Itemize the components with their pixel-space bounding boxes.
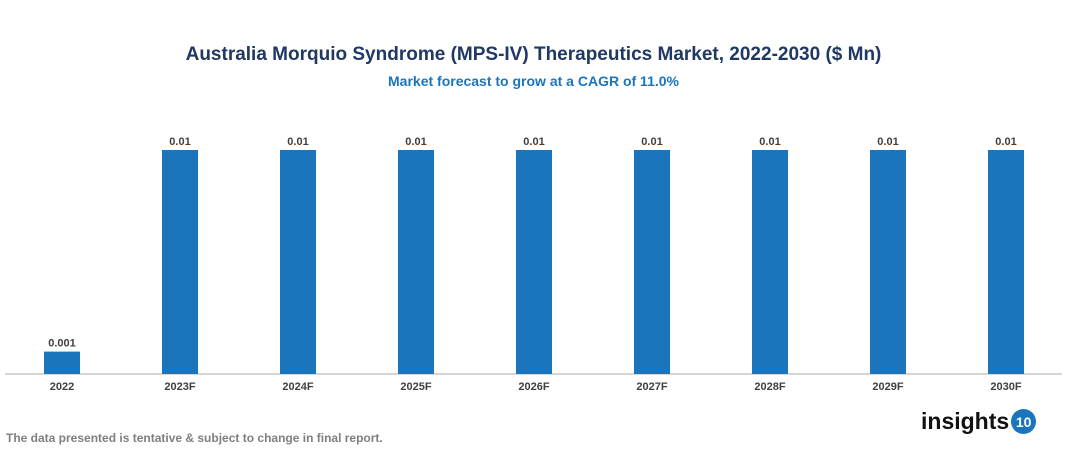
- x-tick-label: 2024F: [282, 381, 313, 393]
- data-label: 0.01: [877, 136, 898, 148]
- bar-2022: [44, 351, 80, 374]
- data-label: 0.01: [995, 136, 1016, 148]
- bar-2024F: [280, 150, 316, 374]
- x-tick-label: 2030F: [990, 381, 1021, 393]
- logo-text: insights: [921, 408, 1010, 434]
- x-tick-label: 2025F: [400, 381, 431, 393]
- x-tick-label: 2029F: [872, 381, 903, 393]
- x-tick-label: 2027F: [636, 381, 667, 393]
- insights10-logo: insights 10: [921, 408, 1037, 435]
- data-label: 0.001: [48, 338, 76, 350]
- data-label: 0.01: [405, 136, 426, 148]
- data-label: 0.01: [759, 136, 780, 148]
- data-label: 0.01: [169, 136, 190, 148]
- data-label: 0.01: [641, 136, 662, 148]
- bar-2027F: [634, 150, 670, 374]
- data-label: 0.01: [523, 136, 544, 148]
- bar-2030F: [988, 150, 1024, 374]
- bar-2026F: [516, 150, 552, 374]
- bar-2025F: [398, 150, 434, 374]
- x-tick-label: 2022: [50, 381, 74, 393]
- bar-2029F: [870, 150, 906, 374]
- logo-badge: 10: [1011, 409, 1037, 434]
- chart-subtitle: Market forecast to grow at a CAGR of 11.…: [388, 73, 679, 89]
- chart-title: Australia Morquio Syndrome (MPS-IV) Ther…: [185, 44, 882, 65]
- bar-2028F: [752, 150, 788, 374]
- x-tick-label: 2026F: [518, 381, 549, 393]
- x-tick-label: 2028F: [754, 381, 785, 393]
- footnote: The data presented is tentative & subjec…: [6, 431, 383, 445]
- x-tick-label: 2023F: [164, 381, 195, 393]
- data-label: 0.01: [287, 136, 308, 148]
- bar-2023F: [162, 150, 198, 374]
